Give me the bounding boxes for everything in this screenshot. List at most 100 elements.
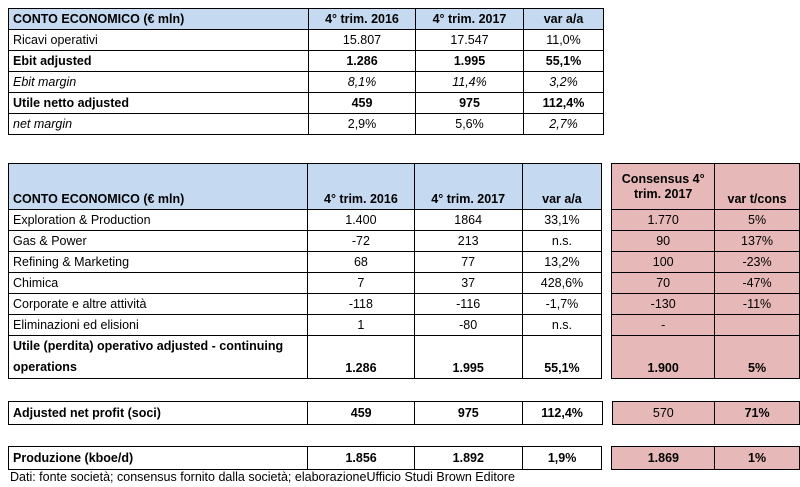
cell-var-cons: -23% [714,251,800,273]
cell-2016: 1.856 [307,446,415,470]
cell-var: 11,0% [523,29,604,51]
row-label: Exploration & Production [8,209,308,231]
cell-2017: 1.995 [413,335,523,379]
cell-2017: 17.547 [415,29,524,51]
cell-2016: 15.807 [308,29,416,51]
cell-var: 112,4% [521,401,603,425]
cell-var-cons: -11% [714,293,800,315]
cell-2017: 975 [414,401,523,425]
cell-var: 1,9% [521,446,603,470]
cell-var: 55,1% [521,335,603,379]
cell-var: 33,1% [521,209,603,231]
production-table: Produzione (kboe/d) 1.856 1.892 1,9% 1.8… [7,446,800,470]
table-row: Chimica 7 37 428,6% 70 -47% [8,272,800,294]
cell-2017: 213 [413,230,523,252]
header-label: CONTO ECONOMICO (€ mln) [8,8,309,30]
cell-var-cons: 137% [714,230,800,252]
cell-2017: 975 [415,92,524,114]
cell-consensus: 90 [611,230,716,252]
cell-consensus: 570 [611,401,716,425]
cell-consensus: 100 [611,251,716,273]
row-label: Ebit margin [8,71,309,93]
table-row: Refining & Marketing 68 77 13,2% 100 -23… [8,251,800,273]
cell-var: 428,6% [521,272,603,294]
header-consensus: Consensus 4° trim. 2017 [611,163,716,210]
cell-consensus: 1.869 [611,446,716,470]
cell-consensus: - [611,314,716,336]
cell-var-cons: 5% [714,335,800,379]
cell-2016: 1.286 [307,335,415,379]
cell-2017: 1.892 [413,446,523,470]
header-label: CONTO ECONOMICO (€ mln) [8,163,308,210]
table-row: Exploration & Production 1.400 1864 33,1… [8,209,800,231]
income-statement-summary-table: CONTO ECONOMICO (€ mln) 4° trim. 2016 4°… [8,8,604,135]
header-2016: 4° trim. 2016 [308,8,416,30]
row-label: net margin [8,113,309,135]
header-var: var a/a [523,8,604,30]
net-profit-table: Adjusted net profit (soci) 459 975 112,4… [7,401,800,425]
cell-var-cons: -47% [714,272,800,294]
cell-2017: -116 [413,293,523,315]
row-label: Ricavi operativi [8,29,309,51]
row-label: Chimica [8,272,308,294]
cell-2016: 459 [308,92,416,114]
cell-var-cons: 1% [714,446,800,470]
cell-consensus: 1.770 [611,209,716,231]
cell-2017: 1864 [413,209,523,231]
row-label: Refining & Marketing [8,251,308,273]
table-row: Ebit margin 8,1% 11,4% 3,2% [8,71,604,93]
row-label: Produzione (kboe/d) [7,446,309,470]
header-2017: 4° trim. 2017 [415,8,524,30]
segment-results-table: CONTO ECONOMICO (€ mln) 4° trim. 2016 4°… [8,163,800,379]
row-label: Adjusted net profit (soci) [7,401,309,425]
cell-consensus: 1.900 [611,335,716,379]
cell-2017: 5,6% [415,113,524,135]
cell-2016: 1 [307,314,415,336]
table-header-row: CONTO ECONOMICO (€ mln) 4° trim. 2016 4°… [8,163,800,210]
header-var-cons: var t/cons [714,163,800,210]
cell-2016: -72 [307,230,415,252]
row-label: Eliminazioni ed elisioni [8,314,308,336]
cell-var-cons: 5% [714,209,800,231]
cell-2017: 77 [413,251,523,273]
cell-2017: 11,4% [415,71,524,93]
table-row: Ricavi operativi 15.807 17.547 11,0% [8,29,604,51]
cell-var-cons: 71% [714,401,800,425]
row-label: Corporate e altre attività [8,293,308,315]
cell-var: 55,1% [523,50,604,72]
row-label: Utile (perdita) operativo adjusted - con… [8,335,308,379]
cell-2016: 1.400 [307,209,415,231]
table-header-row: CONTO ECONOMICO (€ mln) 4° trim. 2016 4°… [8,8,604,30]
cell-2016: 1.286 [308,50,416,72]
cell-var: 112,4% [523,92,604,114]
cell-var: 3,2% [523,71,604,93]
cell-2016: 2,9% [308,113,416,135]
cell-2016: 459 [307,401,416,425]
table-row: Gas & Power -72 213 n.s. 90 137% [8,230,800,252]
table-row: Utile (perdita) operativo adjusted - con… [8,335,800,379]
table-row: Ebit adjusted 1.286 1.995 55,1% [8,50,604,72]
header-var: var a/a [521,163,603,210]
source-note: Dati: fonte società; consensus fornito d… [10,470,515,484]
table-row: Eliminazioni ed elisioni 1 -80 n.s. - [8,314,800,336]
cell-2017: 37 [413,272,523,294]
row-label: Ebit adjusted [8,50,309,72]
cell-2016: 8,1% [308,71,416,93]
cell-2016: -118 [307,293,415,315]
row-label: Gas & Power [8,230,308,252]
cell-consensus: -130 [611,293,716,315]
cell-var: 2,7% [523,113,604,135]
cell-2016: 68 [307,251,415,273]
cell-var: 13,2% [521,251,603,273]
row-label: Utile netto adjusted [8,92,309,114]
cell-var-cons [714,314,800,336]
table-row: Produzione (kboe/d) 1.856 1.892 1,9% 1.8… [7,446,800,470]
cell-consensus: 70 [611,272,716,294]
table-row: Adjusted net profit (soci) 459 975 112,4… [7,401,800,425]
table-row: Corporate e altre attività -118 -116 -1,… [8,293,800,315]
header-2017: 4° trim. 2017 [413,163,523,210]
header-2016: 4° trim. 2016 [307,163,415,210]
table-row: net margin 2,9% 5,6% 2,7% [8,113,604,135]
cell-var: -1,7% [521,293,603,315]
cell-2016: 7 [307,272,415,294]
